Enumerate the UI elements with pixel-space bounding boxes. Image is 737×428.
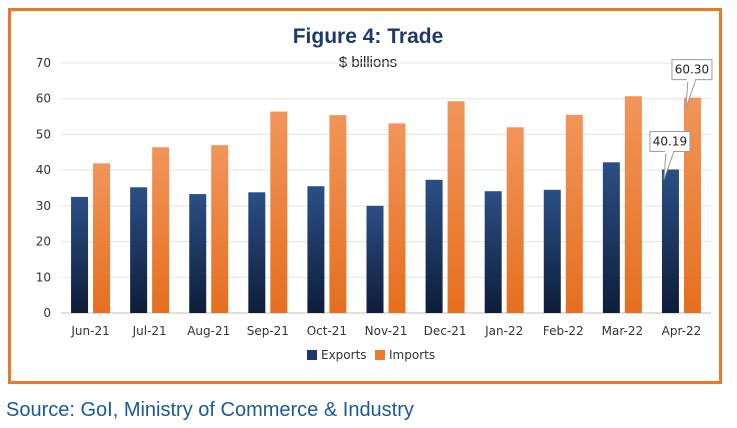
source-note: Source: GoI, Ministry of Commerce & Indu… bbox=[6, 399, 414, 421]
bar-exports bbox=[661, 169, 679, 313]
bar-exports bbox=[307, 186, 325, 313]
legend-swatch-exports bbox=[307, 350, 317, 360]
chart-frame: Figure 4: Trade $ billions 0 10 20 30 40 50 60… bbox=[8, 8, 722, 384]
bar-imports bbox=[565, 114, 583, 314]
bar-exports bbox=[425, 179, 443, 313]
chart-title: Figure 4: Trade bbox=[293, 25, 444, 48]
y-tick-label: 0 bbox=[43, 306, 51, 320]
bar-imports bbox=[93, 163, 111, 313]
bar-imports bbox=[152, 147, 170, 313]
callout-label: 60.30 bbox=[675, 63, 709, 77]
bar-exports bbox=[602, 162, 620, 313]
y-tick-label: 40 bbox=[36, 163, 51, 177]
x-tick-label: Dec-21 bbox=[424, 324, 467, 338]
bar-exports bbox=[130, 187, 148, 313]
bar-exports bbox=[543, 189, 561, 313]
bar-exports bbox=[484, 191, 502, 313]
legend-label-imports: Imports bbox=[389, 348, 435, 362]
x-tick-label: Apr-22 bbox=[662, 324, 702, 338]
bar-imports bbox=[329, 115, 347, 314]
y-tick-label: 70 bbox=[36, 56, 51, 70]
trade-chart: Figure 4: Trade $ billions 0102030405060… bbox=[36, 25, 713, 362]
x-tick-label: Nov-21 bbox=[365, 324, 408, 338]
bar-imports bbox=[683, 97, 701, 314]
x-tick-label: Jun-21 bbox=[70, 324, 109, 338]
x-tick-label: Mar-22 bbox=[602, 324, 643, 338]
y-tick-label: 10 bbox=[36, 270, 51, 284]
bar-imports bbox=[447, 101, 465, 313]
bar-exports bbox=[189, 194, 207, 313]
x-tick-label: Sep-21 bbox=[247, 324, 289, 338]
y-tick-label: 60 bbox=[36, 92, 51, 106]
x-tick-label: Jul-21 bbox=[132, 324, 167, 338]
bar-exports bbox=[71, 196, 89, 313]
bar-exports bbox=[248, 192, 266, 313]
bar-imports bbox=[506, 127, 524, 314]
bar-exports bbox=[366, 205, 384, 313]
bar-imports bbox=[270, 111, 288, 313]
x-tick-label: Jan-22 bbox=[484, 324, 523, 338]
x-tick-label: Oct-21 bbox=[307, 324, 347, 338]
bar-imports bbox=[388, 123, 406, 313]
y-tick-label: 30 bbox=[36, 199, 51, 213]
legend-swatch-imports bbox=[375, 350, 385, 360]
bar-imports bbox=[211, 145, 229, 313]
legend-label-exports: Exports bbox=[321, 348, 367, 362]
y-tick-label: 20 bbox=[36, 235, 51, 249]
y-tick-label: 50 bbox=[36, 127, 51, 141]
bar-imports bbox=[624, 96, 642, 313]
callout-label: 40.19 bbox=[653, 134, 687, 148]
x-tick-label: Aug-21 bbox=[187, 324, 230, 338]
x-tick-label: Feb-22 bbox=[543, 324, 584, 338]
